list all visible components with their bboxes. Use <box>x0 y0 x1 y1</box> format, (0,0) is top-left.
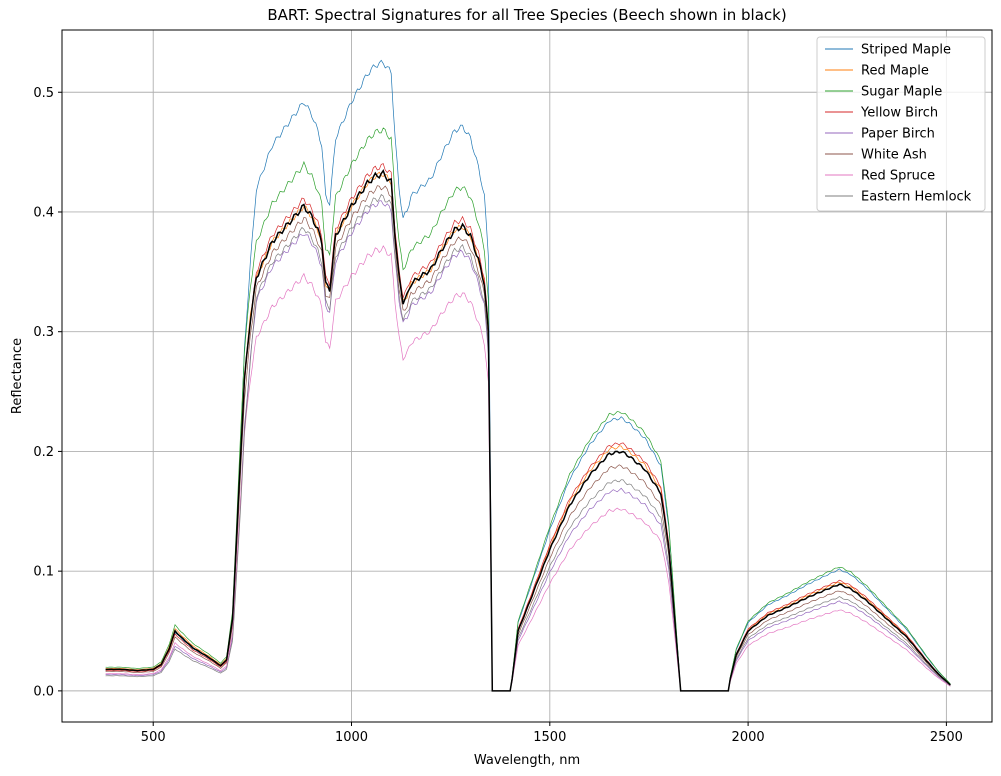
legend-label: Paper Birch <box>861 127 935 142</box>
legend-label: Red Spruce <box>861 169 935 184</box>
series-line-eastern-hemlock <box>105 194 951 692</box>
series-line-white-ash <box>105 185 951 692</box>
x-tick-label: 1000 <box>335 730 368 745</box>
legend: Striped Maple Red Maple Sugar Maple Yellow … <box>816 36 986 212</box>
series-layer <box>105 59 951 692</box>
plot-frame <box>61 29 993 723</box>
legend-label: Striped Maple <box>861 43 951 58</box>
y-tick-label: 0.5 <box>33 86 54 101</box>
legend-label: Red Maple <box>861 64 929 79</box>
legend-box <box>816 36 986 212</box>
y-tick-label: 0.2 <box>33 445 54 460</box>
series-line-red-spruce <box>105 245 951 692</box>
legend-label: White Ash <box>861 148 927 163</box>
x-tick-label: 2500 <box>930 730 963 745</box>
x-tick-label: 1500 <box>533 730 566 745</box>
tick-layer: 500 1000 1500 2000 2500 0.0 0.1 0.2 0.3 0.4 0.5 <box>33 86 963 745</box>
x-tick-label: 500 <box>141 730 166 745</box>
y-tick-label: 0.0 <box>33 684 54 699</box>
y-axis-label: Reflectance <box>10 338 25 414</box>
series-line-beech <box>105 168 951 692</box>
series-line-striped-maple <box>105 59 951 692</box>
x-axis-label: Wavelength, nm <box>474 753 580 768</box>
y-tick-label: 0.3 <box>33 325 54 340</box>
series-line-sugar-maple <box>105 127 951 692</box>
legend-label: Sugar Maple <box>861 85 942 100</box>
y-tick-label: 0.4 <box>33 205 54 220</box>
legend-label: Yellow Birch <box>860 106 938 121</box>
legend-label: Eastern Hemlock <box>861 190 972 205</box>
x-tick-label: 2000 <box>732 730 765 745</box>
y-tick-label: 0.1 <box>33 565 54 580</box>
chart-title: BART: Spectral Signatures for all Tree S… <box>267 6 786 24</box>
